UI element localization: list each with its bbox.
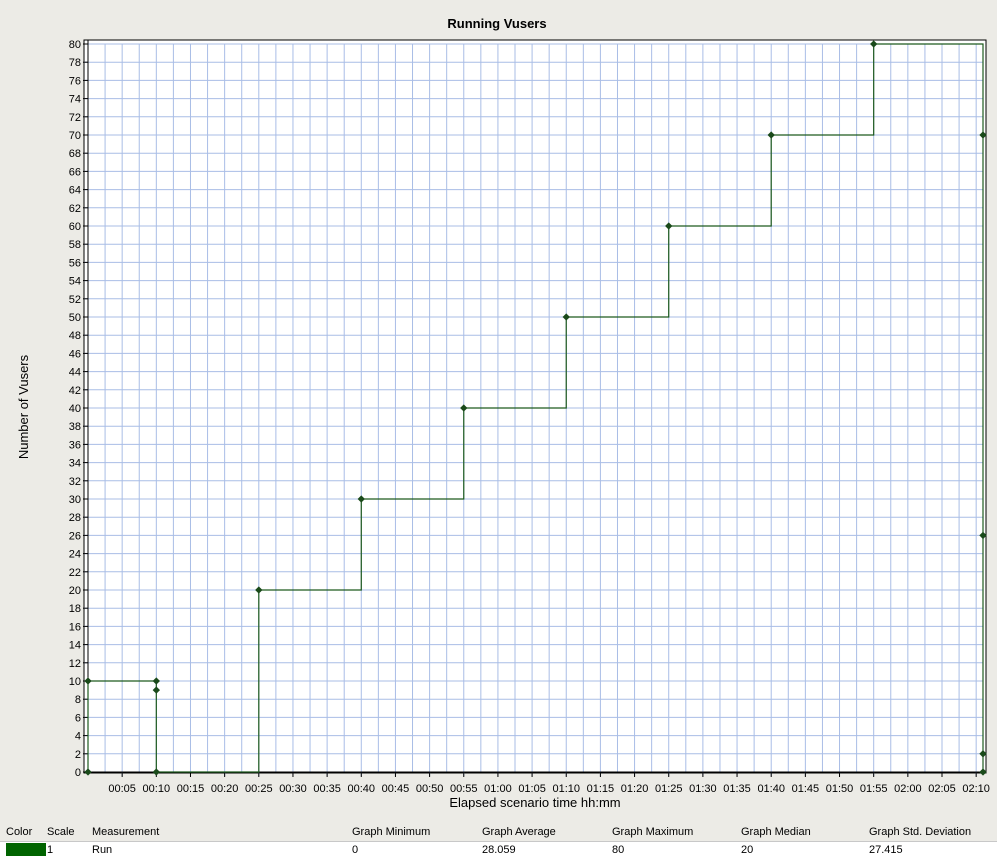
y-tick-label: 52 [69,294,81,306]
y-tick-label: 34 [69,458,81,470]
x-tick-label: 01:55 [860,783,888,795]
x-tick-label: 01:30 [689,783,717,795]
x-tick-label: 00:55 [450,783,478,795]
x-tick-label: 01:35 [723,783,751,795]
y-tick-label: 8 [75,694,81,706]
x-tick-label: 01:40 [757,783,785,795]
y-tick-label: 14 [69,640,81,652]
y-tick-label: 66 [69,166,81,178]
legend-header-row: Color Scale Measurement Graph Minimum Gr… [0,824,997,842]
x-tick-label: 02:05 [928,783,956,795]
legend-row-run[interactable]: 1 Run 0 28.059 80 20 27.415 [0,842,997,858]
y-tick-label: 48 [69,330,81,342]
x-tick-label: 00:10 [143,783,171,795]
legend-median: 20 [741,844,753,856]
y-tick-label: 38 [69,421,81,433]
legend-table: Color Scale Measurement Graph Minimum Gr… [0,824,997,858]
x-tick-label: 00:25 [245,783,273,795]
legend-color-swatch[interactable] [6,843,46,856]
y-tick-label: 58 [69,239,81,251]
x-tick-label: 01:50 [826,783,854,795]
x-axis-title: Elapsed scenario time hh:mm [449,795,620,810]
legend-header-scale[interactable]: Scale [47,826,75,838]
y-tick-label: 10 [69,676,81,688]
y-tick-label: 54 [69,276,81,288]
x-axis: 00:05 00:10 00:15 00:20 00:25 00:30 00:35 00:40… [88,772,990,795]
y-tick-label: 26 [69,530,81,542]
y-tick-label: 56 [69,257,81,269]
y-tick-label: 76 [69,75,81,87]
y-axis-title: Number of Vusers [16,354,31,459]
running-vusers-chart: Running Vusers 0246810121416182022242628… [0,0,997,824]
x-tick-label: 01:10 [552,783,580,795]
legend-header-max[interactable]: Graph Maximum [612,826,693,838]
y-tick-label: 40 [69,403,81,415]
y-tick-label: 6 [75,712,81,724]
y-tick-label: 74 [69,94,81,106]
y-tick-label: 32 [69,476,81,488]
x-tick-label: 01:45 [792,783,820,795]
x-tick-label: 01:25 [655,783,683,795]
x-tick-label: 01:00 [484,783,512,795]
chart-title: Running Vusers [447,16,546,31]
x-tick-label: 00:30 [279,783,307,795]
legend-max: 80 [612,844,624,856]
y-tick-label: 28 [69,512,81,524]
y-tick-label: 46 [69,348,81,360]
legend-measurement: Run [92,844,112,856]
y-tick-label: 62 [69,203,81,215]
y-tick-label: 30 [69,494,81,506]
legend-std: 27.415 [869,844,903,856]
x-tick-label: 01:20 [621,783,649,795]
y-tick-label: 60 [69,221,81,233]
x-tick-label: 02:00 [894,783,922,795]
y-tick-label: 64 [69,185,81,197]
y-tick-label: 42 [69,385,81,397]
legend-header-avg[interactable]: Graph Average [482,826,556,838]
y-tick-label: 22 [69,567,81,579]
y-tick-label: 44 [69,367,81,379]
x-tick-label: 00:45 [382,783,410,795]
y-tick-label: 18 [69,603,81,615]
y-tick-label: 16 [69,621,81,633]
y-tick-label: 68 [69,148,81,160]
y-tick-label: 2 [75,749,81,761]
legend-header-std[interactable]: Graph Std. Deviation [869,826,971,838]
x-tick-label: 00:50 [416,783,444,795]
y-tick-label: 72 [69,112,81,124]
x-tick-label: 00:35 [313,783,341,795]
y-tick-label: 70 [69,130,81,142]
y-tick-label: 20 [69,585,81,597]
y-tick-label: 12 [69,658,81,670]
legend-header-median[interactable]: Graph Median [741,826,811,838]
x-tick-label: 01:15 [587,783,615,795]
y-tick-label: 78 [69,57,81,69]
legend-header-measurement[interactable]: Measurement [92,826,159,838]
y-tick-label: 4 [75,731,81,743]
y-tick-label: 80 [69,39,81,51]
y-tick-label: 36 [69,439,81,451]
x-tick-label: 01:05 [518,783,546,795]
legend-header-min[interactable]: Graph Minimum [352,826,430,838]
x-tick-label: 00:20 [211,783,239,795]
x-tick-label: 02:10 [962,783,990,795]
legend-scale: 1 [47,844,53,856]
y-tick-label: 50 [69,312,81,324]
legend-min: 0 [352,844,358,856]
y-tick-label: 0 [75,767,81,779]
legend-avg: 28.059 [482,844,516,856]
x-tick-label: 00:05 [108,783,136,795]
legend-header-color[interactable]: Color [6,826,32,838]
y-tick-label: 24 [69,549,81,561]
x-tick-label: 00:15 [177,783,205,795]
x-tick-label: 00:40 [348,783,376,795]
